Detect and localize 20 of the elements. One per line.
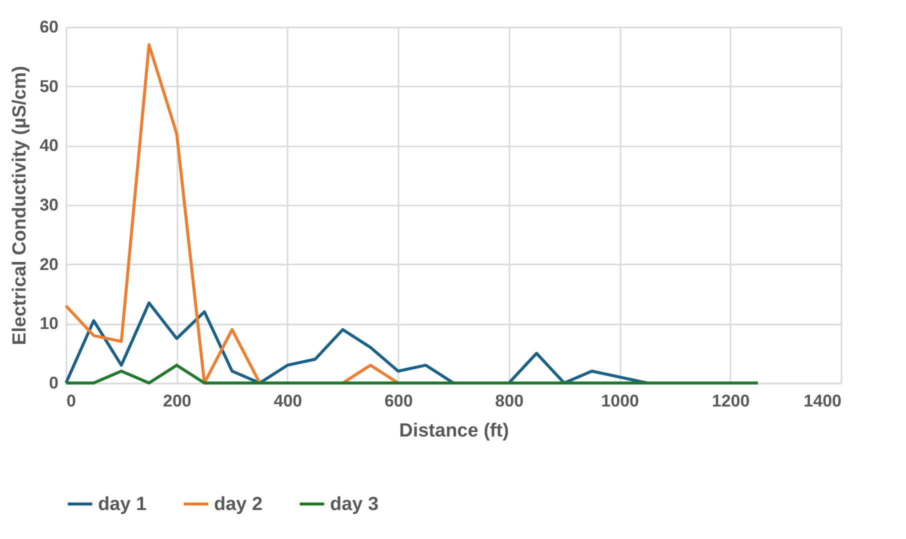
x-tick-label: 1400 bbox=[804, 392, 842, 410]
x-tick-label: 200 bbox=[163, 392, 192, 410]
y-tick-label: 10 bbox=[40, 314, 58, 334]
x-axis-title: Distance (ft) bbox=[399, 420, 509, 442]
y-tick-label: 20 bbox=[40, 254, 58, 274]
x-tick-label: 1200 bbox=[712, 392, 750, 410]
y-tick-label: 0 bbox=[49, 374, 58, 392]
y-tick-label: 40 bbox=[40, 136, 58, 156]
x-tick-label: 800 bbox=[495, 392, 524, 410]
y-tick-label: 60 bbox=[40, 18, 58, 36]
legend-label: day 1 bbox=[98, 494, 148, 515]
legend-label: day 3 bbox=[330, 494, 379, 515]
x-tick-label: 400 bbox=[274, 392, 302, 410]
legend-label: day 2 bbox=[214, 494, 263, 515]
y-tick-label: 30 bbox=[40, 196, 58, 214]
y-axis-title: Electrical Conductivity (µS/cm) bbox=[10, 66, 31, 346]
x-tick-label: 600 bbox=[384, 392, 413, 410]
y-tick-label: 50 bbox=[40, 76, 58, 96]
x-tick-label: 1000 bbox=[601, 392, 639, 410]
x-tick-label: 0 bbox=[66, 392, 76, 410]
